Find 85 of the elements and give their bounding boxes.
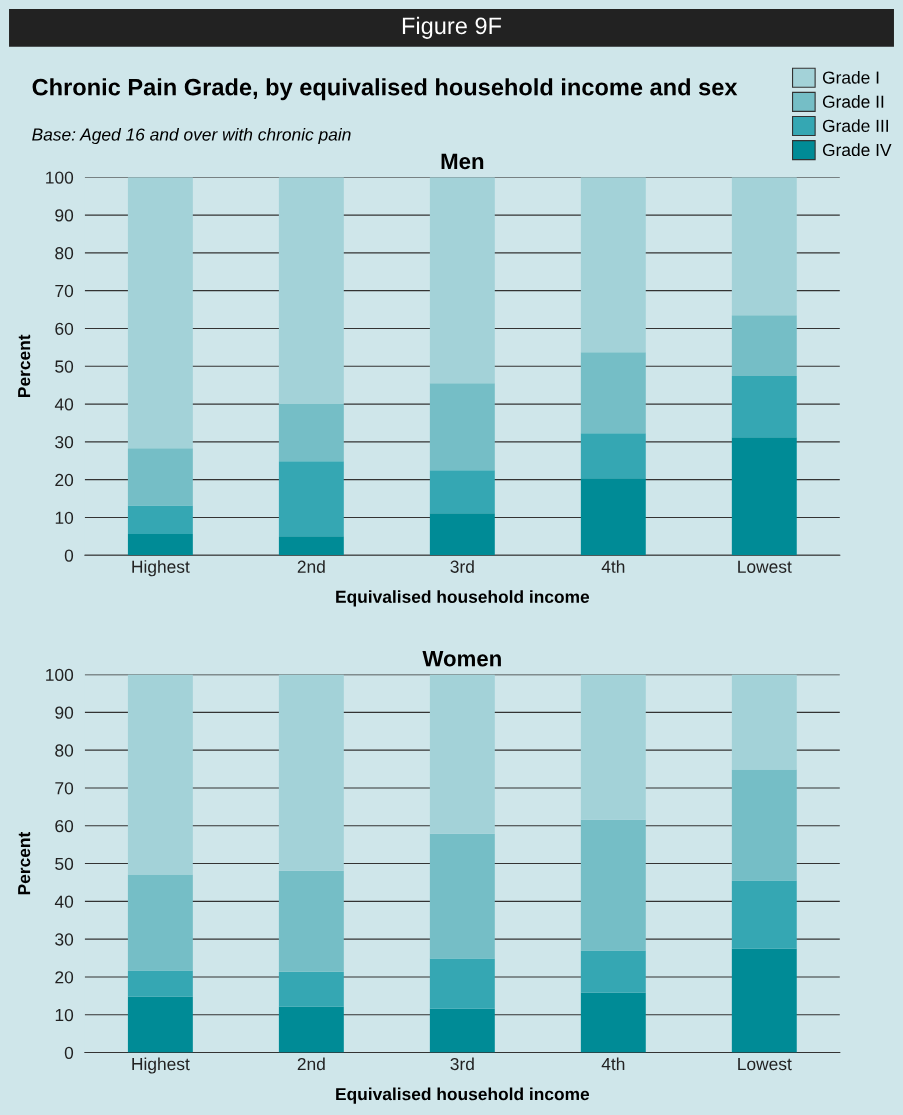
- y-tick-label: 50: [55, 857, 74, 871]
- y-tick-label: 10: [55, 511, 74, 524]
- bar: [731, 437, 797, 556]
- bar: [731, 674, 797, 770]
- chart-title: Men: [441, 153, 484, 170]
- bar: [429, 958, 495, 1009]
- bar: [731, 880, 797, 949]
- y-tick-label: 90: [55, 706, 74, 719]
- bar: [429, 513, 495, 556]
- bar: [278, 971, 344, 1007]
- x-axis-title: Equivalised household income: [336, 1087, 590, 1104]
- bar: [429, 833, 495, 959]
- y-tick-label: 100: [46, 171, 74, 184]
- y-tick-label: 30: [55, 436, 74, 449]
- x-tick-label: 3rd: [450, 560, 474, 573]
- bar: [580, 352, 646, 434]
- bar: [127, 970, 193, 997]
- y-tick-label: 80: [55, 247, 74, 260]
- bar: [278, 870, 344, 972]
- y-tick-label: 70: [55, 782, 74, 795]
- y-tick-label: 40: [54, 895, 74, 908]
- bar: [278, 177, 344, 405]
- bar: [731, 315, 797, 377]
- bar: [429, 470, 495, 514]
- legend-label: Grade II: [822, 95, 884, 108]
- x-tick-label: Highest: [132, 560, 190, 577]
- y-tick-label: 60: [55, 322, 74, 335]
- bar: [127, 874, 193, 971]
- bar: [127, 177, 193, 449]
- y-tick-label: 100: [46, 668, 74, 682]
- bar: [580, 819, 646, 951]
- bar: [731, 376, 797, 438]
- legend-label: Grade III: [822, 119, 889, 132]
- y-tick-label: 70: [55, 284, 74, 298]
- x-tick-label: Lowest: [738, 1058, 792, 1071]
- bar: [429, 383, 495, 471]
- bar: [731, 948, 797, 1053]
- bar: [127, 674, 193, 875]
- bar: [278, 461, 344, 537]
- y-tick-label: 0: [64, 549, 74, 562]
- x-tick-label: Highest: [132, 1057, 190, 1074]
- y-tick-label: 60: [55, 819, 74, 833]
- bar: [127, 448, 193, 506]
- bar: [429, 674, 495, 834]
- caption: Figure 9F: [402, 16, 502, 39]
- x-tick-label: 4th: [601, 560, 625, 573]
- bar: [429, 177, 495, 384]
- bar: [731, 177, 797, 316]
- bar: [580, 433, 646, 479]
- chart-subtitle: Base: Aged 16 and over with chronic pain: [32, 127, 351, 145]
- x-tick-label: 2nd: [297, 560, 325, 573]
- bar: [429, 1008, 495, 1053]
- y-tick-label: 20: [55, 971, 74, 984]
- y-tick-label: 40: [54, 398, 74, 411]
- y-tick-label: 20: [55, 473, 74, 487]
- y-axis-title: Percent: [18, 334, 31, 397]
- x-tick-label: Lowest: [738, 560, 792, 573]
- bar: [278, 674, 344, 871]
- y-tick-label: 50: [55, 360, 74, 373]
- bar: [580, 674, 646, 820]
- bar: [580, 992, 646, 1053]
- bar: [278, 404, 344, 462]
- y-axis-title: Percent: [18, 831, 31, 895]
- text: Chronic Pain Grade, by equivalised household income and sex: [32, 78, 738, 101]
- bar: [580, 478, 646, 556]
- x-tick-label: 4th: [601, 1057, 625, 1071]
- y-tick-label: 90: [55, 209, 74, 222]
- bar: [278, 1006, 344, 1053]
- y-tick-label: 10: [55, 1008, 74, 1022]
- bar: [580, 177, 646, 353]
- y-tick-label: 30: [55, 933, 74, 946]
- chart-title: Women: [422, 650, 501, 667]
- y-tick-label: 0: [64, 1046, 74, 1060]
- y-tick-label: 80: [55, 744, 74, 757]
- bar: [127, 996, 193, 1053]
- bar: [731, 769, 797, 881]
- bar: [278, 536, 344, 556]
- legend-label: Grade I: [822, 70, 879, 84]
- bar: [580, 950, 646, 993]
- bar: [127, 534, 193, 556]
- x-axis-title: Equivalised household income: [336, 590, 590, 607]
- legend-label: Grade IV: [822, 143, 892, 157]
- bar: [127, 505, 193, 535]
- x-tick-label: 2nd: [297, 1057, 325, 1071]
- x-tick-label: 3rd: [450, 1057, 474, 1071]
